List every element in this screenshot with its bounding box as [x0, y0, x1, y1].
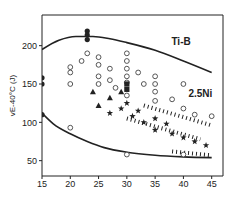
svg-text:Ti-B: Ti-B — [171, 36, 190, 47]
svg-text:30: 30 — [122, 179, 132, 189]
svg-text:45: 45 — [207, 179, 217, 189]
svg-text:20: 20 — [65, 179, 75, 189]
svg-text:50: 50 — [27, 156, 37, 166]
svg-text:vE-40°C (J): vE-40°C (J) — [8, 74, 17, 116]
svg-text:200: 200 — [22, 41, 37, 51]
svg-text:150: 150 — [22, 79, 37, 89]
svg-text:2.5Ni: 2.5Ni — [188, 88, 212, 99]
svg-text:15: 15 — [37, 179, 47, 189]
svg-text:25: 25 — [94, 179, 104, 189]
svg-text:40: 40 — [178, 179, 188, 189]
svg-text:35: 35 — [150, 179, 160, 189]
svg-text:100: 100 — [22, 118, 37, 128]
